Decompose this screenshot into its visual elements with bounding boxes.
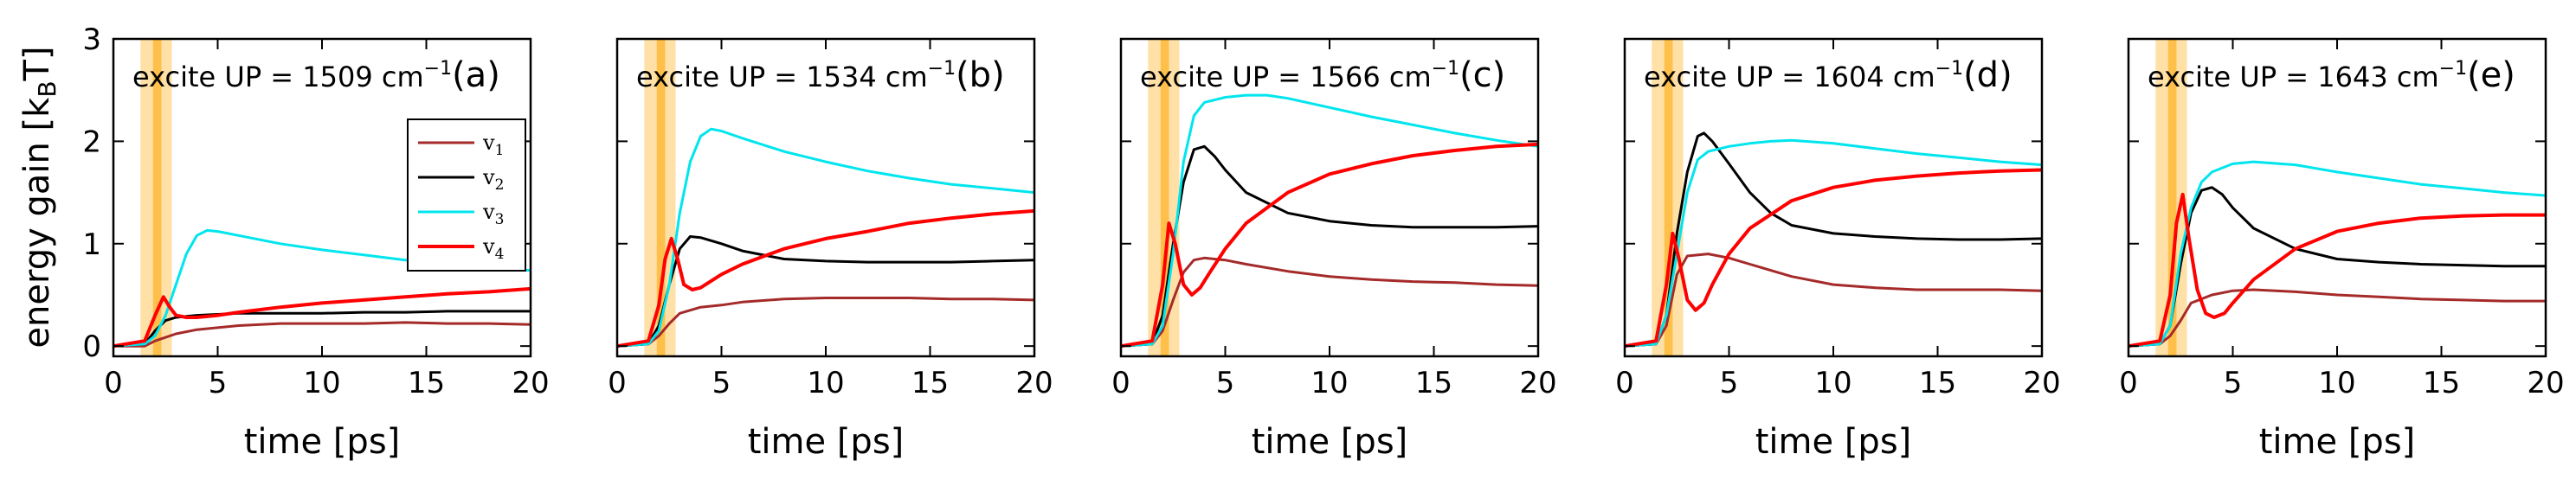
x-tick-label: 20 <box>2023 366 2060 400</box>
series-line-v1 <box>1624 253 2043 348</box>
y-tick-label: 1 <box>82 227 101 262</box>
x-tick-label: 5 <box>2224 366 2243 400</box>
excitation-band-core <box>656 39 666 356</box>
x-tick-label: 0 <box>608 366 627 400</box>
y-axis-label-tail: T] <box>17 46 57 81</box>
x-tick-label: 0 <box>1111 366 1130 400</box>
x-tick-label: 5 <box>1720 366 1739 400</box>
excitation-band-core <box>152 39 162 356</box>
x-tick-label: 20 <box>512 366 549 400</box>
y-axis-label: energy gain [kBT] <box>17 46 61 348</box>
panel-title-superscript: −1 <box>1935 58 1963 80</box>
panel-title: excite UP = 1566 cm−1(c) <box>1140 55 1505 95</box>
panel-title-text: excite UP = 1534 cm <box>636 61 928 93</box>
excitation-band-core <box>1664 39 1673 356</box>
panel-letter: (d) <box>1963 55 2012 95</box>
series-line-v4 <box>2128 192 2546 349</box>
panel-letter: (c) <box>1459 55 1505 95</box>
x-axis-label: time [ps] <box>2259 422 2416 462</box>
x-tick-label: 20 <box>1519 366 1556 400</box>
series-line-v4 <box>1624 168 2043 349</box>
x-tick-label: 15 <box>911 366 949 400</box>
x-axis-label: time [ps] <box>1755 422 1912 462</box>
panel-letter: (e) <box>2467 55 2515 95</box>
panel-d: 0 5 10 15 20 time [ps] excite UP = 1604 cm−1(d… <box>1615 37 2061 462</box>
panel-title-superscript: −1 <box>2439 58 2467 80</box>
x-tick-label: 5 <box>209 366 228 400</box>
excitation-band-core <box>2167 39 2177 356</box>
x-tick-label: 20 <box>1015 366 1053 400</box>
panel-title: excite UP = 1643 cm−1(e) <box>2148 55 2515 95</box>
y-axis-label-subscript: B <box>33 80 61 97</box>
panel-title-superscript: −1 <box>928 58 956 80</box>
x-tick-label: 0 <box>104 366 123 400</box>
x-axis-label: time [ps] <box>1252 422 1408 462</box>
series-line-v2 <box>616 235 1035 348</box>
panel-title-text: excite UP = 1566 cm <box>1140 61 1432 93</box>
panel-title: excite UP = 1604 cm−1(d) <box>1644 55 2012 95</box>
series-line-v3 <box>616 127 1035 348</box>
x-tick-label: 10 <box>303 366 340 400</box>
y-tick-label: 2 <box>82 125 101 159</box>
y-axis-label-text: energy gain [k <box>17 97 57 349</box>
x-tick-label: 15 <box>1919 366 1956 400</box>
panel-e: 0 5 10 15 20 time [ps] excite UP = 1643 cm−1(e… <box>2119 37 2565 462</box>
y-tick-label: 3 <box>82 22 101 57</box>
panel-title-superscript: −1 <box>1432 58 1459 80</box>
x-tick-label: 0 <box>2119 366 2138 400</box>
series-line-v1 <box>616 297 1035 348</box>
legend-label-sub: 2 <box>495 176 505 194</box>
panel-title-text: excite UP = 1643 cm <box>2148 61 2439 93</box>
x-tick-label: 15 <box>2423 366 2460 400</box>
excitation-band-core <box>1160 39 1169 356</box>
x-tick-label: 15 <box>408 366 445 400</box>
series-line-v2 <box>1120 144 1539 348</box>
legend-label-sub: 1 <box>495 142 505 159</box>
y-tick-label: 0 <box>82 329 101 364</box>
legend-label-v3: v3 <box>482 200 504 228</box>
x-tick-label: 5 <box>1216 366 1235 400</box>
panel-letter: (b) <box>956 55 1005 95</box>
panel-b: 0 5 10 15 20 time [ps] excite UP = 1534 cm−1(b… <box>608 37 1053 462</box>
x-tick-label: 0 <box>1615 366 1634 400</box>
series-line-v3 <box>1120 93 1539 348</box>
panel-a: 0 5 10 15 20 0 1 2 3 time [ps] excite UP = 1509 cm… <box>82 22 549 462</box>
legend-label-base: v <box>482 234 495 259</box>
legend-label-base: v <box>482 131 495 155</box>
panel-title: excite UP = 1534 cm−1(b) <box>636 55 1005 95</box>
panel-title-text: excite UP = 1604 cm <box>1644 61 1935 93</box>
series-line-v4 <box>113 286 531 349</box>
x-tick-label: 20 <box>2527 366 2564 400</box>
panel-title-text: excite UP = 1509 cm <box>132 61 424 93</box>
legend-label-v1: v1 <box>482 131 504 159</box>
panel-title: excite UP = 1509 cm−1(a) <box>132 55 500 95</box>
legend-label-sub: 3 <box>495 211 505 228</box>
x-tick-label: 10 <box>2318 366 2355 400</box>
x-tick-label: 10 <box>807 366 844 400</box>
series-line-v4 <box>1120 142 1539 349</box>
series-line-v2 <box>1624 131 2043 348</box>
x-tick-label: 10 <box>1311 366 1348 400</box>
series-line-v1 <box>2128 288 2546 348</box>
panel-letter: (a) <box>452 55 500 95</box>
panel-title-superscript: −1 <box>424 58 452 80</box>
legend-label-v2: v2 <box>482 165 504 194</box>
x-axis-label: time [ps] <box>748 422 905 462</box>
legend-label-base: v <box>482 165 495 189</box>
x-tick-label: 5 <box>712 366 731 400</box>
series-line-v4 <box>616 208 1035 349</box>
x-axis-label: time [ps] <box>244 422 401 462</box>
panel-c: 0 5 10 15 20 time [ps] excite UP = 1566 cm−1(c… <box>1111 37 1557 462</box>
series-line-v1 <box>113 321 531 348</box>
legend-label-v4: v4 <box>482 234 504 263</box>
x-tick-label: 10 <box>1814 366 1852 400</box>
series-line-v3 <box>1624 138 2043 348</box>
series-line-v3 <box>2128 160 2547 348</box>
x-tick-label: 15 <box>1415 366 1452 400</box>
series-line-v1 <box>1120 256 1539 348</box>
legend-label-base: v <box>482 200 495 224</box>
legend-label-sub: 4 <box>495 246 505 263</box>
